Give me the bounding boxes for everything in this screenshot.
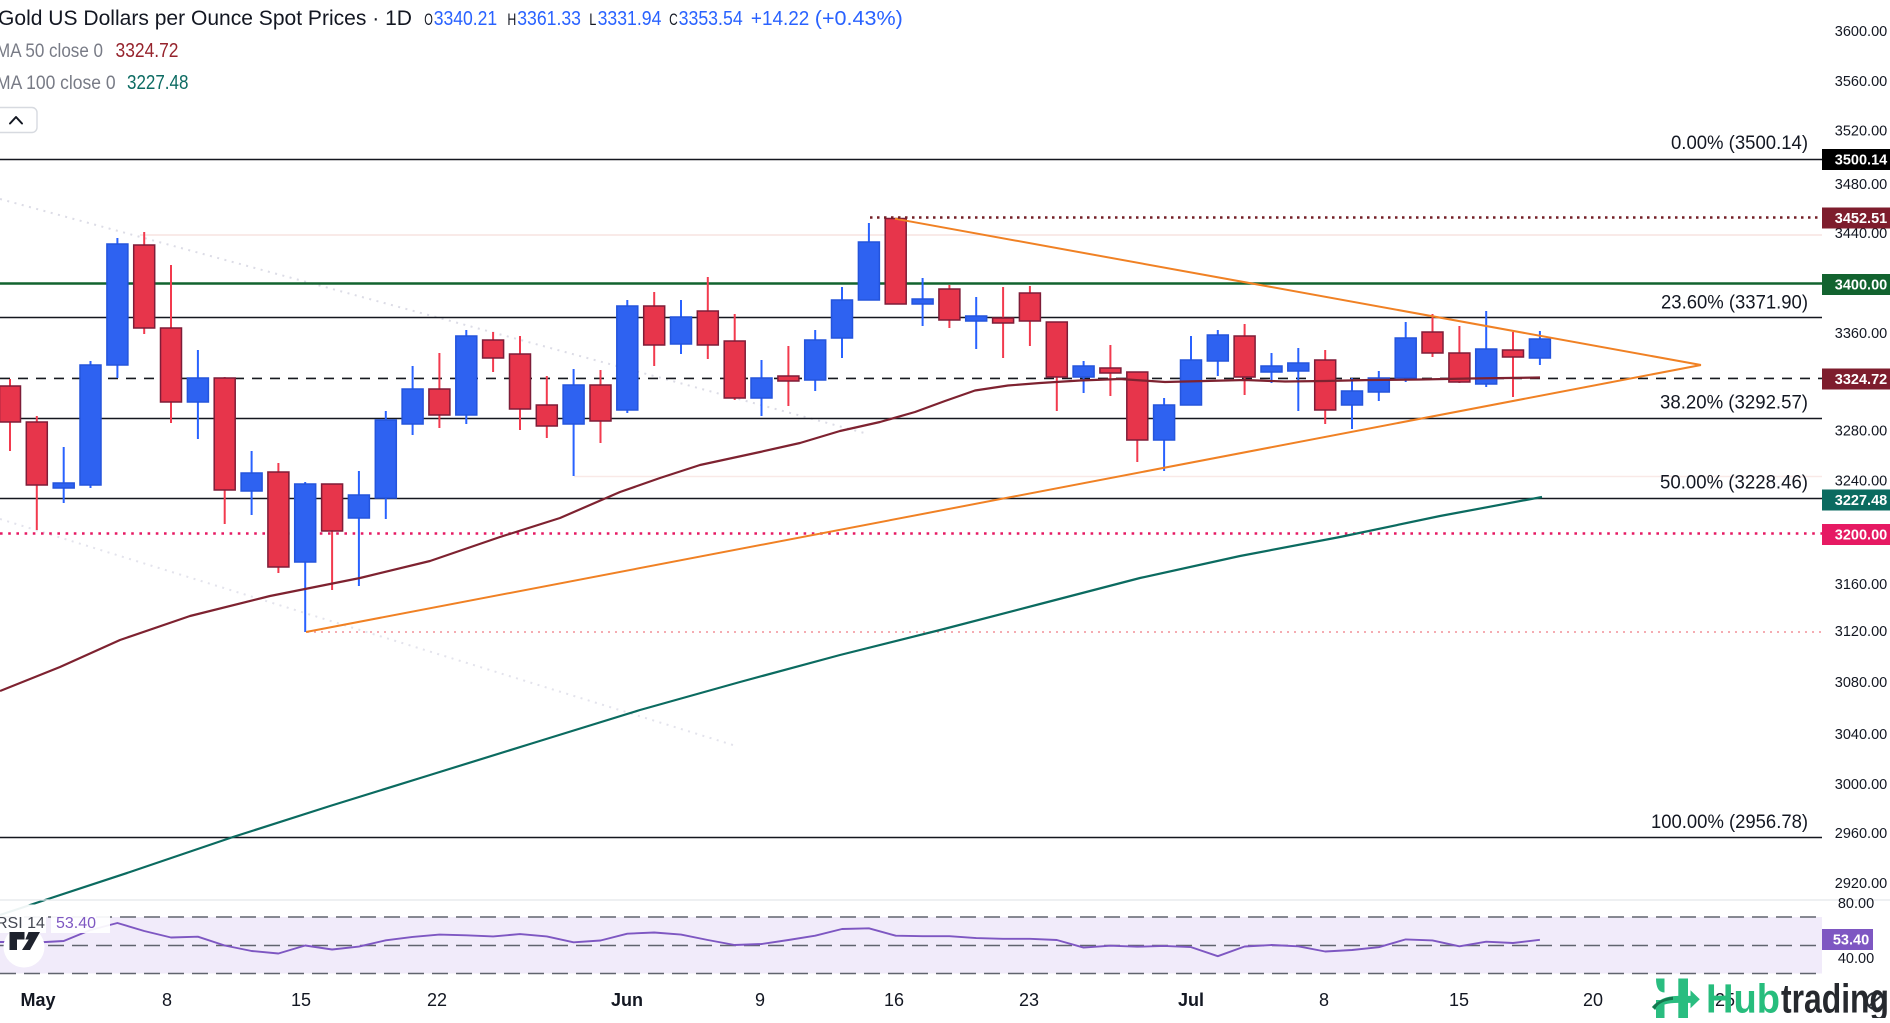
svg-text:50.00% (3228.46): 50.00% (3228.46) — [1660, 472, 1808, 494]
svg-text:23.60% (3371.90): 23.60% (3371.90) — [1661, 292, 1808, 314]
svg-text:L: L — [589, 10, 596, 29]
svg-text:3500.14: 3500.14 — [1835, 153, 1887, 169]
svg-text:38.20% (3292.57): 38.20% (3292.57) — [1660, 392, 1808, 414]
svg-text:3120.00: 3120.00 — [1835, 624, 1887, 640]
svg-text:23: 23 — [1019, 990, 1039, 1010]
svg-text:22: 22 — [427, 990, 447, 1010]
svg-text:2920.00: 2920.00 — [1835, 876, 1887, 892]
svg-text:15: 15 — [291, 990, 311, 1010]
svg-text:3280.00: 3280.00 — [1835, 424, 1887, 440]
svg-text:3400.00: 3400.00 — [1835, 278, 1887, 294]
svg-text:+14.22: +14.22 — [751, 8, 809, 30]
svg-text:3200.00: 3200.00 — [1835, 528, 1887, 544]
svg-text:(+0.43%): (+0.43%) — [815, 8, 903, 30]
svg-text:3227.48: 3227.48 — [1835, 493, 1887, 509]
svg-text:8: 8 — [162, 990, 172, 1010]
svg-text:3340.21: 3340.21 — [434, 8, 498, 30]
svg-text:May: May — [20, 990, 55, 1010]
svg-text:3324.72: 3324.72 — [116, 40, 179, 62]
svg-text:8: 8 — [1319, 990, 1329, 1010]
svg-text:Jun: Jun — [611, 990, 643, 1010]
svg-text:53.40: 53.40 — [56, 915, 96, 932]
svg-text:3353.54: 3353.54 — [679, 8, 743, 30]
svg-text:3240.00: 3240.00 — [1835, 474, 1887, 490]
svg-text:80.00: 80.00 — [1838, 896, 1874, 912]
svg-text:3440.00: 3440.00 — [1835, 226, 1887, 242]
svg-text:25: 25 — [1715, 990, 1735, 1010]
svg-text:3600.00: 3600.00 — [1835, 24, 1887, 40]
svg-text:3000.00: 3000.00 — [1835, 777, 1887, 793]
svg-text:53.40: 53.40 — [1833, 933, 1869, 949]
svg-text:3040.00: 3040.00 — [1835, 727, 1887, 743]
svg-text:MA 50 close 0: MA 50 close 0 — [0, 41, 103, 62]
svg-text:O: O — [424, 10, 433, 29]
svg-text:100.00% (2956.78): 100.00% (2956.78) — [1651, 811, 1808, 833]
svg-text:3227.48: 3227.48 — [127, 72, 188, 94]
svg-text:3452.51: 3452.51 — [1835, 211, 1887, 227]
svg-text:Hub: Hub — [1706, 976, 1780, 1019]
svg-text:MA 100 close 0: MA 100 close 0 — [0, 73, 116, 94]
svg-text:3080.00: 3080.00 — [1835, 675, 1887, 691]
svg-text:3361.33: 3361.33 — [517, 8, 581, 30]
svg-text:3560.00: 3560.00 — [1835, 74, 1887, 90]
svg-text:15: 15 — [1449, 990, 1469, 1010]
svg-text:trading: trading — [1781, 976, 1889, 1019]
svg-text:Jul: Jul — [1178, 990, 1204, 1010]
svg-text:40.00: 40.00 — [1838, 951, 1874, 967]
svg-text:H: H — [507, 10, 516, 29]
svg-text:9: 9 — [755, 990, 765, 1010]
svg-text:3360.00: 3360.00 — [1835, 326, 1887, 342]
svg-text:0.00% (3500.14): 0.00% (3500.14) — [1671, 132, 1808, 154]
svg-text:2960.00: 2960.00 — [1835, 826, 1887, 842]
svg-text:Gold US Dollars per Ounce Spot: Gold US Dollars per Ounce Spot Prices · … — [0, 6, 412, 30]
svg-text:C: C — [669, 10, 678, 29]
svg-text:3160.00: 3160.00 — [1835, 577, 1887, 593]
svg-text:16: 16 — [884, 990, 904, 1010]
svg-text:3520.00: 3520.00 — [1835, 124, 1887, 140]
svg-text:RSI 14: RSI 14 — [0, 915, 45, 932]
svg-text:3480.00: 3480.00 — [1835, 177, 1887, 193]
svg-text:3324.72: 3324.72 — [1835, 372, 1887, 388]
svg-text:3331.94: 3331.94 — [598, 8, 662, 30]
svg-text:20: 20 — [1583, 990, 1603, 1010]
